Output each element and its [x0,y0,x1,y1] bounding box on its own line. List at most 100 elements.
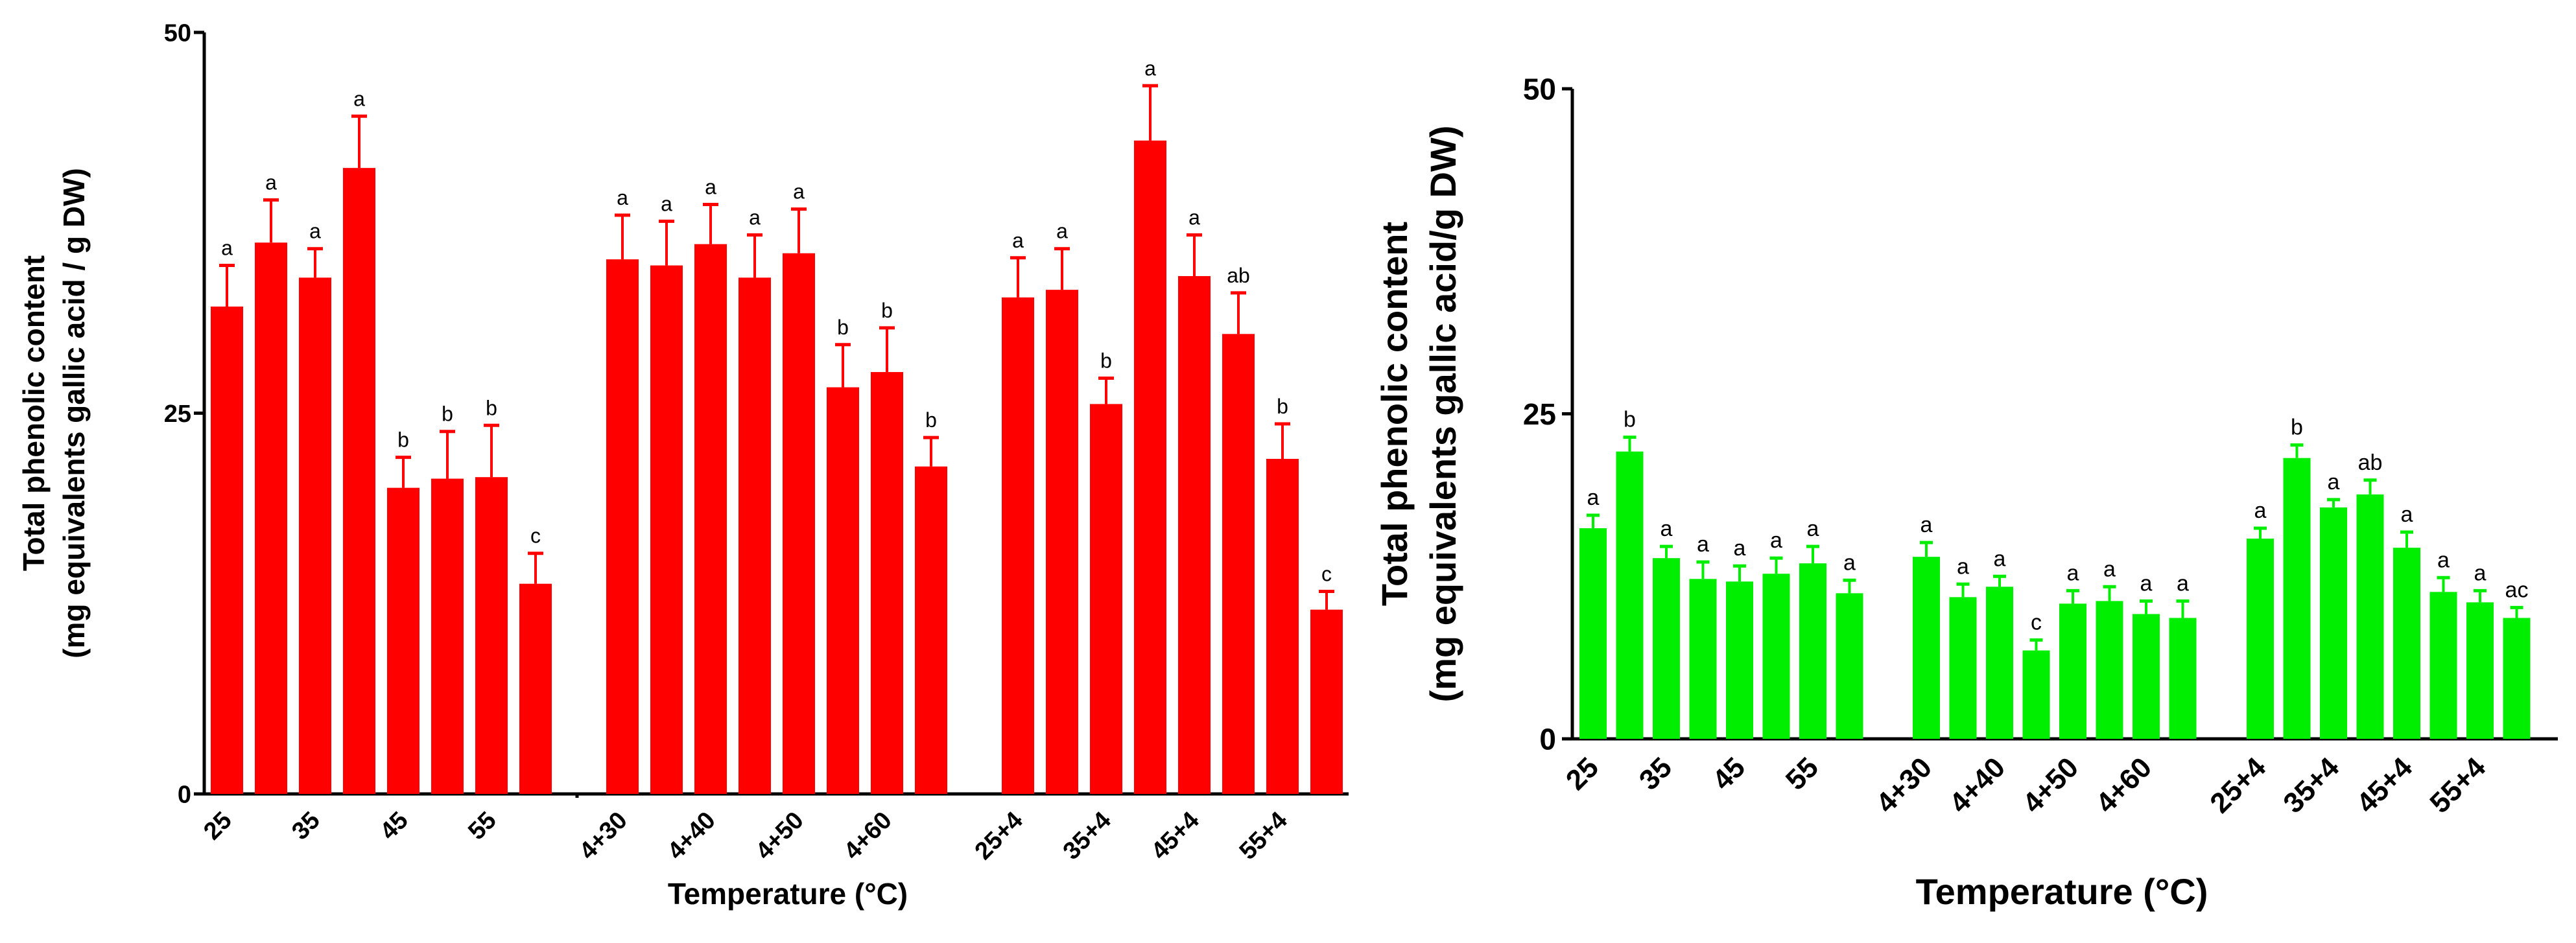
bar [2466,602,2494,739]
x-tick-label: 45+4 [2350,751,2418,819]
x-tick-label: 4+60 [2090,751,2158,819]
x-tick-label: 35 [287,807,325,846]
x-tick-label: 45+4 [1146,807,1205,865]
x-tick-label: 35+4 [2277,751,2345,819]
significance-letter: b [397,428,409,452]
bar [255,242,287,794]
x-tick-label: 55+4 [2424,751,2492,819]
y-axis-title-line2: (mg equivalents gallic acid / g DW) [57,168,91,658]
bar [2096,601,2123,739]
significance-letter: a [617,186,628,209]
significance-letter: a [1587,485,1600,510]
significance-letter: a [1012,229,1024,252]
significance-letter: a [2067,561,2079,585]
significance-letter: ab [2358,450,2383,475]
bar [1913,557,1940,739]
x-tick-label: 4+40 [1943,751,2011,819]
significance-letter: c [2031,611,2042,635]
bar [2320,507,2347,739]
bar [1310,609,1343,794]
x-tick-label: 4+30 [1870,751,1938,819]
bar [650,265,683,794]
significance-letter: a [221,237,233,260]
significance-letter: ac [2505,577,2529,602]
significance-letter: a [2254,498,2267,523]
x-tick-label: 45 [1707,751,1751,796]
significance-letter: b [881,299,893,322]
significance-letter: a [1994,546,2006,571]
significance-letter: a [265,171,277,194]
y-axis-title-line2: (mg equivalents gallic acid/g DW) [1423,126,1463,703]
bar [871,372,903,794]
bar [1178,276,1211,794]
significance-letter: a [1697,532,1709,557]
bar [1134,140,1166,795]
bar [1653,558,1680,739]
bar [606,259,639,794]
x-tick-label: 25 [198,807,237,846]
bar [1616,451,1644,739]
bar [1689,579,1717,739]
bar [519,583,552,794]
bar [1762,574,1790,739]
bar [2503,618,2531,739]
bar [2059,603,2086,739]
bar [431,478,464,794]
bar [1002,297,1034,794]
bar [827,387,859,794]
significance-letter: b [1624,408,1636,432]
significance-letter: a [793,180,805,204]
bar [299,277,331,795]
significance-letter: a [2401,502,2413,527]
significance-letter: a [2328,470,2340,495]
bar [1222,334,1255,794]
bar [2429,592,2457,739]
x-tick-label: 35+4 [1058,807,1117,865]
x-tick-label: 4+30 [574,807,633,865]
x-tick-label: 25 [1560,751,1605,796]
significance-letter: b [1100,349,1112,372]
significance-letter: a [1734,536,1746,561]
x-axis-title: Temperature (°C) [668,877,908,911]
significance-letter: a [353,87,365,110]
bar [783,253,815,794]
x-tick-label: 4+60 [839,807,897,865]
y-tick-label: 25 [164,401,191,428]
significance-letter: a [309,220,321,243]
bar [1986,587,2013,739]
significance-letter: a [749,206,761,229]
bar [2247,539,2274,739]
bar [1799,563,1826,739]
y-axis-title-line1: Total phenolic content [17,255,51,571]
x-tick-label: 4+50 [2016,751,2085,819]
significance-letter: a [1188,206,1200,229]
significance-letter: b [1277,395,1288,418]
x-axis-title: Temperature (°C) [1916,871,2208,912]
significance-letter: a [1056,220,1068,243]
x-tick-label: 55 [463,807,502,846]
bar [2283,458,2311,739]
x-tick-label: 25+4 [970,807,1028,865]
significance-letter: b [837,316,849,339]
significance-letter: a [2177,571,2189,596]
y-tick-label: 50 [164,20,191,47]
significance-letter: a [705,176,716,199]
significance-letter: a [2140,571,2153,596]
bar [1046,290,1078,794]
bar [1266,459,1299,794]
bar [1949,597,1977,739]
significance-letter: a [2103,557,2116,581]
bar [739,277,771,795]
significance-letter: b [925,408,937,432]
bar [1579,528,1607,739]
x-tick-label: 4+50 [751,807,809,865]
bar [1836,593,1863,739]
significance-letter: c [530,524,541,548]
significance-letter: a [661,192,672,215]
bar [694,244,727,794]
y-tick-label: 25 [1523,397,1556,431]
significance-letter: a [1660,517,1673,541]
x-tick-label: 45 [375,807,414,846]
significance-letter: c [1321,562,1332,585]
